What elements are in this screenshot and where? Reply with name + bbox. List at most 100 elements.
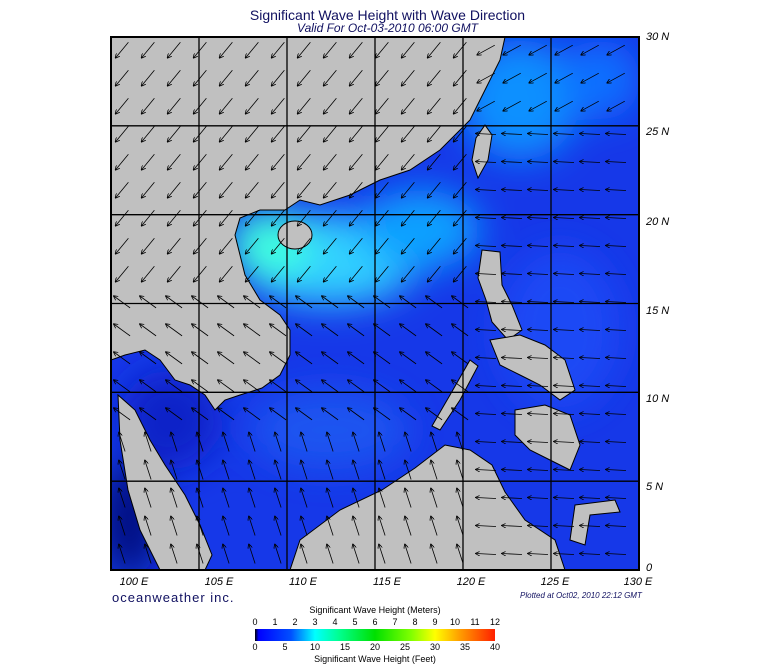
lat-label: 15 N [646, 305, 670, 317]
direction-arrow [350, 70, 363, 85]
direction-arrow [272, 70, 285, 85]
direction-arrow [171, 544, 178, 564]
direction-arrow [192, 380, 209, 393]
direction-arrow [428, 98, 441, 113]
direction-arrow [528, 162, 549, 163]
direction-arrow [454, 238, 467, 253]
direction-arrow [142, 126, 155, 141]
direction-arrow [607, 44, 625, 55]
direction-arrow [528, 134, 549, 135]
direction-arrow [223, 544, 230, 564]
direction-arrow [223, 516, 230, 536]
direction-arrow [476, 442, 497, 443]
direction-arrow [528, 358, 549, 359]
grid-lines [111, 37, 639, 570]
direction-arrow [114, 380, 131, 393]
direction-arrow [580, 526, 601, 527]
direction-arrow [528, 218, 549, 219]
direction-arrow [554, 498, 575, 499]
direction-arrow [554, 302, 575, 303]
direction-arrow [402, 238, 415, 253]
direction-arrow [168, 70, 181, 85]
direction-arrow [192, 296, 209, 309]
direction-arrow [554, 218, 575, 219]
colorbar-tick: 0 [252, 642, 258, 652]
malay-peninsula [117, 393, 213, 570]
direction-arrow [606, 442, 627, 443]
lat-label: 25 N [646, 126, 670, 138]
direction-arrow [606, 190, 627, 191]
direction-arrow [220, 210, 233, 225]
direction-arrow [402, 126, 415, 141]
direction-arrow [142, 70, 155, 85]
colorbar-tick: 6 [372, 617, 378, 627]
direction-arrow [324, 42, 337, 57]
direction-arrow [298, 126, 311, 141]
colorbar-tick: 3 [312, 617, 318, 627]
direction-arrow [606, 162, 627, 163]
direction-arrow [580, 246, 601, 247]
direction-arrow [249, 460, 256, 480]
direction-arrow [298, 210, 311, 225]
direction-arrow [431, 432, 438, 452]
direction-arrow [171, 516, 178, 536]
direction-arrow [457, 460, 464, 480]
direction-arrow [502, 442, 523, 443]
direction-arrow [218, 296, 235, 309]
direction-arrow [476, 134, 497, 135]
direction-arrow [402, 70, 415, 85]
direction-arrow [223, 460, 230, 480]
taiwan [471, 124, 493, 180]
lat-label: 20 N [646, 216, 670, 228]
direction-arrow [502, 470, 523, 471]
direction-arrow [322, 324, 339, 337]
direction-arrow [353, 516, 360, 536]
colorbar-tick: 20 [369, 642, 380, 652]
direction-arrow [246, 126, 259, 141]
palawan [431, 359, 479, 431]
direction-arrow [555, 100, 573, 111]
borneo [289, 444, 566, 570]
direction-arrow [220, 126, 233, 141]
direction-arrow [296, 296, 313, 309]
direction-arrow [529, 44, 547, 55]
direction-arrow [324, 154, 337, 169]
direction-arrow [454, 70, 467, 85]
direction-arrow [454, 42, 467, 57]
direction-arrow [272, 182, 285, 197]
direction-arrow [171, 460, 178, 480]
direction-arrow [119, 432, 126, 452]
direction-arrow [502, 162, 523, 163]
direction-arrow [402, 182, 415, 197]
direction-arrow [270, 380, 287, 393]
direction-arrow [376, 266, 389, 281]
direction-arrow [218, 408, 235, 421]
direction-arrow [246, 210, 259, 225]
direction-arrow [477, 100, 495, 111]
direction-arrow [606, 498, 627, 499]
direction-arrow [454, 154, 467, 169]
direction-arrow [249, 432, 256, 452]
colorbar-tick: 4 [332, 617, 338, 627]
direction-arrow [350, 266, 363, 281]
direction-arrow [580, 218, 601, 219]
lon-label: 120 E [456, 576, 486, 588]
colorbar-tick: 7 [392, 617, 398, 627]
colorbar-feet-title: Significant Wave Height (Feet) [314, 654, 436, 664]
direction-arrow [275, 488, 282, 508]
direction-arrow [428, 182, 441, 197]
direction-arrow [528, 442, 549, 443]
direction-arrow [223, 488, 230, 508]
direction-arrow [168, 154, 181, 169]
wave-direction-arrows [114, 42, 627, 564]
direction-arrow [114, 352, 131, 365]
lat-label: 30 N [646, 31, 670, 43]
direction-arrow [218, 324, 235, 337]
direction-arrow [426, 408, 443, 421]
direction-arrow [502, 274, 523, 275]
direction-arrow [476, 554, 497, 555]
direction-arrow [606, 218, 627, 219]
direction-arrow [476, 302, 497, 303]
direction-arrow [298, 154, 311, 169]
direction-arrow [145, 488, 152, 508]
